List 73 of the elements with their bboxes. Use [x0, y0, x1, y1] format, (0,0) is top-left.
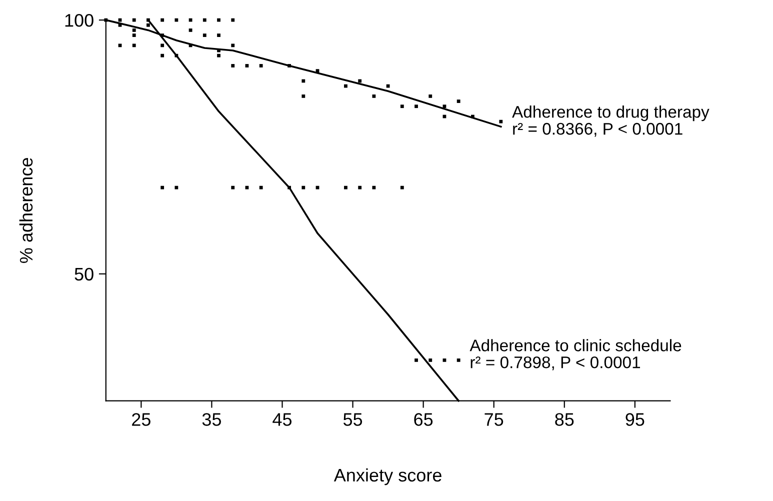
point [372, 186, 376, 190]
point [118, 44, 122, 48]
point [302, 79, 306, 83]
y-tick-label: 100 [65, 14, 94, 27]
point [358, 186, 362, 190]
point [217, 34, 220, 37]
point [231, 18, 235, 22]
point [414, 358, 418, 362]
point [231, 64, 235, 68]
y-tick-label: 50 [74, 268, 94, 281]
point [202, 34, 206, 37]
point [442, 104, 446, 108]
x-tick-label: 35 [202, 413, 221, 426]
point [442, 358, 446, 362]
point [160, 54, 164, 58]
point [259, 64, 263, 68]
x-tick-label: 75 [484, 413, 504, 426]
point [245, 186, 249, 190]
point [400, 104, 404, 108]
point [160, 18, 164, 22]
x-tick-label: 55 [343, 413, 362, 426]
point [414, 104, 418, 108]
annotation: r² = 0.8366, P < 0.0001 [513, 122, 682, 137]
point [146, 18, 150, 22]
point [174, 186, 178, 190]
point [132, 34, 136, 37]
point [288, 64, 291, 68]
point [470, 114, 474, 118]
x-tick-label: 45 [272, 413, 292, 426]
point [302, 186, 306, 190]
series-label: Adherence to clinic schedule [470, 339, 682, 352]
point [259, 186, 263, 190]
x-tick-label: 95 [626, 413, 644, 426]
x-tick-label: 25 [132, 413, 150, 426]
point [288, 186, 291, 190]
point [302, 94, 306, 98]
point [344, 84, 348, 88]
x-tick-label: 85 [555, 413, 574, 426]
point [132, 18, 136, 22]
point [428, 94, 432, 98]
point [372, 94, 376, 98]
point [132, 44, 136, 48]
x-axis-title: Anxiety score [334, 468, 442, 486]
point [245, 64, 249, 68]
point [358, 79, 362, 83]
annotation: r² = 0.7898, P < 0.0001 [470, 356, 640, 370]
point [132, 28, 136, 32]
point [231, 44, 235, 48]
point [499, 120, 503, 124]
point [344, 186, 348, 190]
point [160, 44, 164, 48]
series-label: Adherence to drug therapy [512, 106, 710, 122]
point [400, 186, 404, 190]
point [174, 18, 178, 22]
x-tick-label: 65 [414, 413, 433, 426]
point [188, 44, 192, 48]
point [316, 186, 320, 190]
point [160, 34, 164, 37]
point [456, 358, 460, 362]
point [104, 18, 108, 22]
point [174, 54, 178, 58]
y-axis-title: % adherence [19, 158, 33, 263]
point [316, 69, 320, 73]
point [428, 358, 432, 362]
point [217, 18, 220, 22]
point [160, 186, 164, 190]
point [202, 18, 206, 22]
point [146, 23, 150, 27]
point [188, 28, 192, 32]
point [118, 23, 122, 27]
point [217, 54, 220, 58]
point [231, 186, 235, 190]
point [456, 100, 460, 103]
